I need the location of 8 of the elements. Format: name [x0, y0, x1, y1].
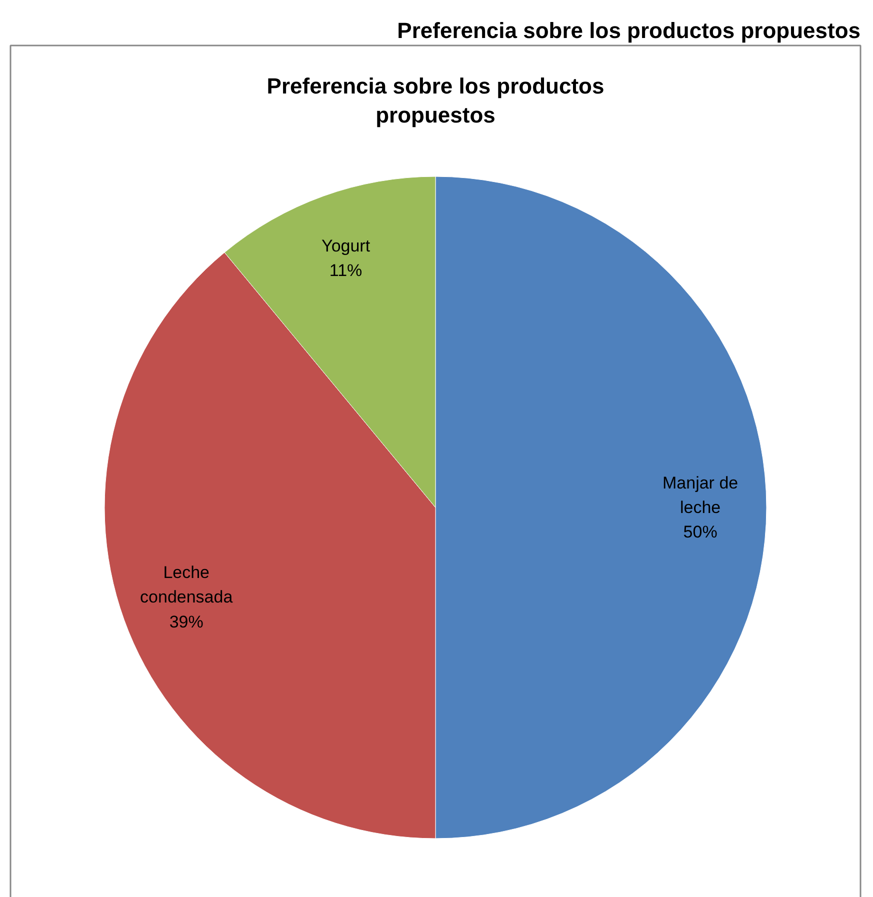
- chart-subtitle: Preferencia sobre los productos propuestos: [397, 18, 861, 43]
- slice-label: Yogurt: [322, 236, 370, 256]
- slice-label: Manjar de leche: [662, 473, 738, 517]
- slice-label: Leche condensada: [140, 563, 234, 607]
- data-label: 39%: [169, 612, 204, 632]
- data-label: 50%: [683, 522, 718, 542]
- chart-title: Preferencia sobre los productos propuestos: [266, 74, 604, 128]
- data-label: 11%: [329, 261, 362, 280]
